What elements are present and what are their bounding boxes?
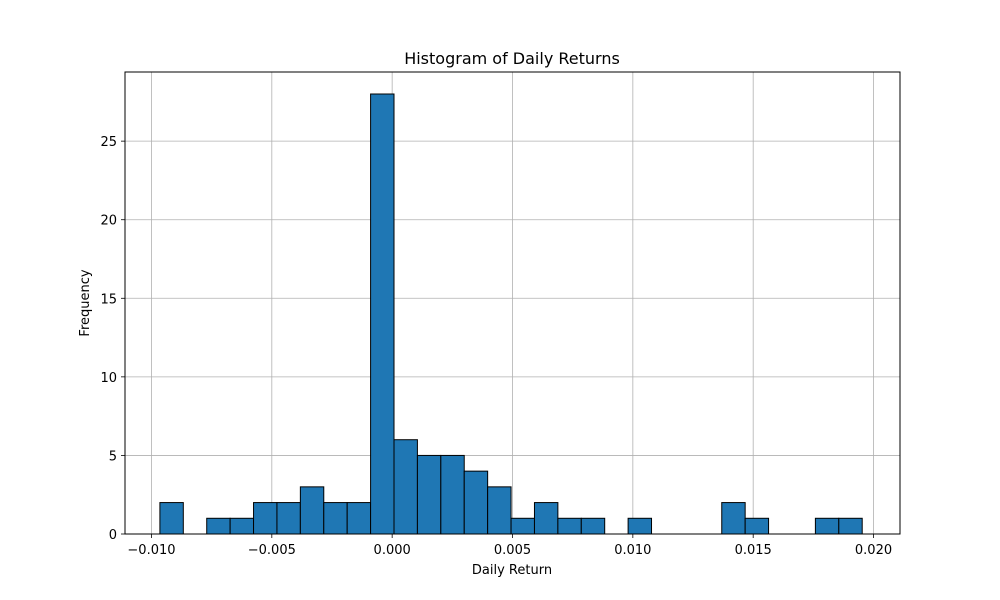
y-tick-label: 15 [100, 292, 117, 307]
x-tick-label: −0.005 [248, 543, 296, 558]
x-tick-label: 0.005 [494, 543, 531, 558]
histogram-bar [299, 486, 325, 535]
histogram-bar [159, 502, 184, 535]
x-tick-label: 0.000 [374, 543, 411, 558]
y-axis-label: Frequency [78, 269, 93, 336]
bars-layer [159, 93, 863, 535]
histogram-bar [229, 517, 255, 535]
histogram-bar [557, 517, 582, 535]
histogram-bar [253, 502, 278, 535]
histogram-bar [721, 502, 746, 535]
histogram-bar [533, 502, 559, 535]
x-tick-label: 0.020 [855, 543, 892, 558]
chart-title: Histogram of Daily Returns [404, 49, 620, 68]
histogram-bar [416, 454, 442, 535]
histogram-bar [323, 502, 348, 535]
y-tick-label: 5 [109, 449, 117, 464]
y-tick-label: 0 [109, 528, 117, 543]
histogram-bar [744, 517, 770, 535]
histogram-bar [580, 517, 606, 535]
histogram-bar [370, 93, 395, 535]
y-tick-label: 20 [100, 214, 117, 229]
histogram-bar [346, 502, 372, 535]
histogram-bar [627, 517, 653, 535]
histogram-bar [838, 517, 863, 535]
x-tick-label: −0.010 [127, 543, 175, 558]
histogram-bar [440, 454, 465, 535]
y-tick-label: 25 [100, 135, 117, 150]
histogram-bar [487, 486, 512, 535]
ticks-layer: −0.010 −0.005 0.000 0.005 0.010 0.015 0.020 0 5 1… [100, 135, 892, 558]
histogram-bar [393, 439, 418, 535]
x-tick-label: 0.010 [614, 543, 651, 558]
histogram-bar [463, 470, 489, 535]
y-tick-label: 10 [100, 371, 117, 386]
histogram-bar [276, 502, 301, 535]
histogram-bar [814, 517, 840, 535]
histogram-bar [206, 517, 231, 535]
x-tick-label: 0.015 [735, 543, 772, 558]
x-axis-label: Daily Return [472, 563, 552, 578]
histogram-bar [510, 517, 535, 535]
